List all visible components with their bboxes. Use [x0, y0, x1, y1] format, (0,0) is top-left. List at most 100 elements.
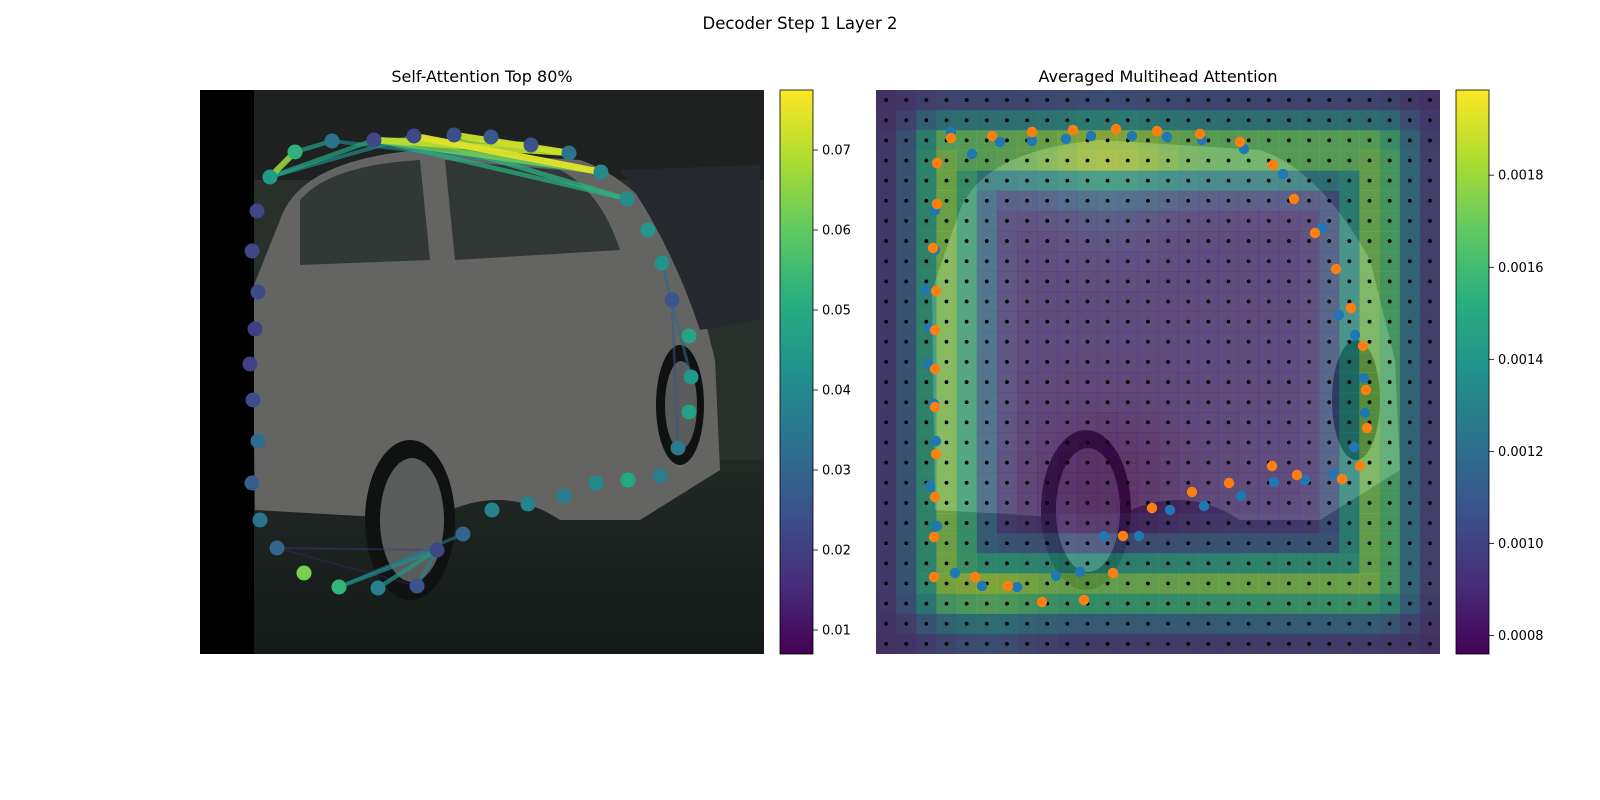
query-dot [1246, 118, 1251, 123]
query-dot [1025, 360, 1029, 364]
query-dot [1065, 339, 1070, 344]
query-dot [944, 460, 949, 465]
query-dot [1226, 380, 1231, 384]
query-dot [884, 158, 888, 163]
query-dot [884, 360, 888, 364]
query-dot [1005, 521, 1009, 525]
sampling-point [1036, 596, 1048, 608]
query-dot [884, 561, 888, 566]
query-dot [1387, 460, 1392, 465]
query-dot [1166, 581, 1170, 586]
query-dot [1347, 480, 1352, 485]
query-dot [944, 339, 949, 344]
query-dot [1266, 239, 1271, 243]
query-dot [1347, 581, 1352, 586]
query-dot [1025, 239, 1029, 243]
attention-point [652, 468, 668, 484]
query-dot [1387, 420, 1392, 425]
colorbar-tick-label: 0.03 [822, 464, 851, 479]
query-dot [1166, 98, 1170, 102]
query-dot [1387, 440, 1392, 445]
query-dot [1287, 642, 1291, 646]
query-dot [1307, 138, 1311, 143]
query-dot [1146, 219, 1150, 223]
query-dot [1206, 581, 1211, 586]
query-dot [1045, 339, 1050, 344]
query-dot [1327, 319, 1332, 324]
query-dot [1005, 480, 1009, 485]
query-dot [1226, 339, 1231, 344]
query-dot [1186, 279, 1191, 284]
query-dot [1085, 360, 1090, 364]
attention-point [245, 392, 261, 408]
query-dot [944, 360, 949, 364]
query-dot [1367, 360, 1372, 364]
colorbar-tick-label: 0.0016 [1498, 261, 1544, 276]
query-dot [984, 219, 989, 223]
query-dot [1246, 198, 1251, 203]
query-dot [1226, 501, 1231, 505]
query-dot [964, 299, 969, 304]
query-dot [1166, 319, 1170, 324]
query-dot [1367, 239, 1372, 243]
sampling-point [1349, 329, 1361, 341]
query-dot [1166, 279, 1170, 284]
query-dot [1085, 178, 1090, 183]
query-dot [904, 642, 909, 646]
query-dot [1166, 601, 1170, 606]
query-dot [1307, 259, 1311, 264]
query-dot [1246, 521, 1251, 525]
query-dot [1125, 642, 1130, 646]
query-dot [924, 420, 929, 425]
query-dot [1347, 541, 1352, 546]
sampling-point [930, 448, 942, 460]
query-dot [984, 541, 989, 546]
query-dot [1186, 642, 1191, 646]
query-dot [1186, 621, 1191, 626]
query-dot [1246, 440, 1251, 445]
query-dot [1045, 420, 1050, 425]
query-dot [1266, 541, 1271, 546]
query-dot [1085, 98, 1090, 102]
query-dot [1166, 480, 1170, 485]
query-dot [964, 380, 969, 384]
attention-point [556, 488, 572, 504]
sampling-point [1060, 133, 1072, 145]
query-dot [884, 541, 888, 546]
colorbar-tick-label: 0.05 [822, 304, 851, 319]
query-dot [1146, 621, 1150, 626]
query-dot [1226, 98, 1231, 102]
query-dot [1327, 360, 1332, 364]
query-dot [1327, 98, 1332, 102]
attention-point [593, 164, 609, 180]
query-dot [884, 178, 888, 183]
query-dot [1186, 400, 1191, 405]
query-dot [1266, 601, 1271, 606]
attention-point [331, 579, 347, 595]
attention-point [520, 496, 536, 512]
query-dot [1005, 279, 1009, 284]
query-dot [1266, 339, 1271, 344]
query-dot [1287, 239, 1291, 243]
query-dot [1287, 561, 1291, 566]
query-dot [984, 239, 989, 243]
query-dot [1005, 198, 1009, 203]
query-dot [1166, 380, 1170, 384]
query-dot [884, 319, 888, 324]
query-dot [1287, 400, 1291, 405]
attention-link [375, 547, 440, 591]
colorbar-tick-label: 0.04 [822, 384, 851, 399]
query-dot [884, 601, 888, 606]
query-dot [1005, 239, 1009, 243]
query-dot [1428, 178, 1432, 183]
query-dot [1186, 501, 1191, 505]
query-dot [1146, 138, 1150, 143]
query-dot [904, 339, 909, 344]
query-dot [884, 460, 888, 465]
query-dot [1347, 339, 1352, 344]
query-dot [964, 259, 969, 264]
query-dot [1407, 561, 1412, 566]
query-dot [1246, 339, 1251, 344]
query-dot [964, 118, 969, 123]
query-dot [1387, 501, 1392, 505]
